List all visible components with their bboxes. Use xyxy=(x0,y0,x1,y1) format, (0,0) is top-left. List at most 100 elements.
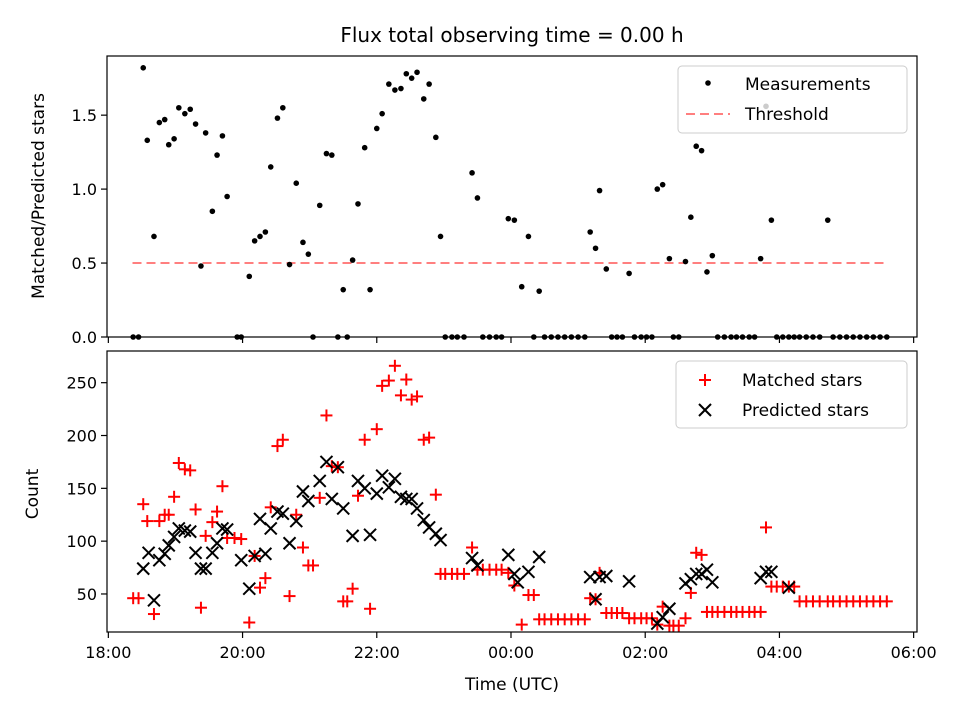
predicted-star-point xyxy=(198,561,213,576)
predicted-star-point xyxy=(167,530,181,544)
matched-star-point xyxy=(423,431,436,444)
matched-star-point xyxy=(254,581,267,594)
legend-matched-marker xyxy=(699,374,711,386)
count-x-tick-label: 22:00 xyxy=(354,643,400,662)
matched-star-point xyxy=(388,359,401,372)
predicted-star-point xyxy=(689,567,703,581)
measurement-point xyxy=(329,152,335,158)
matched-star-point xyxy=(672,619,685,632)
count-legend-box xyxy=(675,360,908,429)
matched-star-point xyxy=(495,563,508,576)
count-panel: 50 100 150 200 250 18:00 20:00 22:00 00:00 02:00… xyxy=(23,350,937,695)
matched-star-point xyxy=(578,613,591,626)
measurement-point xyxy=(209,208,216,215)
predicted-star-point xyxy=(662,602,677,616)
predicted-star-point xyxy=(404,492,419,506)
measurement-point xyxy=(165,141,172,148)
matched-star-point xyxy=(199,529,212,542)
matched-star-point xyxy=(394,389,407,402)
matched-star-point xyxy=(429,488,442,501)
measurement-point xyxy=(367,286,373,293)
matched-star-point xyxy=(168,490,181,503)
measurement-point xyxy=(267,164,274,170)
count-x-tick-label: 20:00 xyxy=(220,643,266,662)
matched-star-point xyxy=(147,608,160,621)
legend-predicted-label: Predicted stars xyxy=(742,401,869,421)
matched-star-point xyxy=(466,541,479,554)
legend-matched-label: Matched stars xyxy=(742,371,862,391)
predicted-star-point xyxy=(433,533,448,547)
measurement-point xyxy=(361,144,368,151)
matched-star-point xyxy=(376,379,389,392)
matched-star-point xyxy=(137,498,150,511)
predicted-star-point xyxy=(136,561,150,576)
measurement-point xyxy=(666,255,673,262)
count-y-ticks: 50 100 150 200 250 xyxy=(66,374,107,604)
predicted-star-point xyxy=(532,550,546,564)
measurement-point xyxy=(274,115,281,121)
matched-star-point xyxy=(417,433,430,446)
count-y-axis-label: Count xyxy=(23,468,43,519)
predicted-star-point xyxy=(363,528,377,542)
ratio-y-tick-label: 0.5 xyxy=(72,254,97,273)
measurement-point xyxy=(182,110,188,117)
predicted-star-point xyxy=(417,513,431,527)
matched-star-point xyxy=(290,508,303,521)
matched-star-point xyxy=(259,572,272,585)
matched-star-point xyxy=(382,374,395,387)
measurement-point xyxy=(187,106,194,113)
count-y-tick-label: 100 xyxy=(66,532,97,551)
measurement-point xyxy=(525,233,532,240)
matched-star-point xyxy=(400,373,413,386)
measurement-point xyxy=(824,217,831,223)
matched-star-point xyxy=(346,582,359,595)
matched-star-point xyxy=(235,533,248,546)
count-x-ticks: 18:00 20:00 22:00 00:00 02:00 04:00 06:00 xyxy=(85,632,937,662)
ratio-plot-frame xyxy=(106,55,918,338)
matched-star-point xyxy=(211,505,224,518)
predicted-star-point xyxy=(215,521,230,536)
predicted-star-point xyxy=(521,565,536,579)
matched-star-point xyxy=(153,515,166,528)
matched-star-point xyxy=(458,567,471,580)
matched-star-point xyxy=(216,480,229,493)
matched-star-point xyxy=(515,618,528,631)
predicted-star-point xyxy=(388,472,402,486)
legend-measurements-marker xyxy=(705,80,711,86)
measurement-point xyxy=(511,217,518,223)
matched-star-point xyxy=(616,606,629,619)
measurement-point xyxy=(592,245,599,252)
measurement-point xyxy=(403,70,410,77)
matched-star-point xyxy=(189,503,202,516)
measurement-point xyxy=(437,233,444,240)
predicted-star-point xyxy=(370,486,384,501)
ratio-y-ticks: 0.0 0.5 1.0 1.5 xyxy=(72,106,107,347)
count-y-tick-label: 250 xyxy=(66,374,97,393)
measurement-point xyxy=(176,104,182,111)
ratio-y-tick-label: 1.5 xyxy=(72,106,97,125)
predicted-star-point xyxy=(188,546,203,560)
measurement-point xyxy=(596,187,603,194)
measurement-point xyxy=(280,104,286,111)
measurement-point xyxy=(192,121,199,127)
predicted-star-point xyxy=(205,546,220,560)
count-x-tick-label: 04:00 xyxy=(756,643,802,662)
legend-predicted-marker xyxy=(698,403,712,417)
measurement-point xyxy=(682,258,689,265)
measurement-point xyxy=(323,150,330,157)
measurement-point xyxy=(420,96,427,102)
predicted-star-point xyxy=(220,522,234,537)
predicted-star-point xyxy=(700,562,714,577)
measurement-point xyxy=(768,217,775,223)
matched-star-point xyxy=(679,612,692,625)
measurement-point xyxy=(293,180,300,186)
measurement-point xyxy=(202,130,209,136)
predicted-star-point xyxy=(258,547,273,561)
ratio-panel: 0.0 0.5 1.0 1.5 Matched/Predicted stars Mea… xyxy=(29,55,918,347)
measurement-point xyxy=(300,239,306,246)
matched-star-point xyxy=(341,595,354,608)
measurement-point xyxy=(286,261,293,268)
matched-star-point xyxy=(313,491,326,504)
measurement-point xyxy=(144,137,151,144)
